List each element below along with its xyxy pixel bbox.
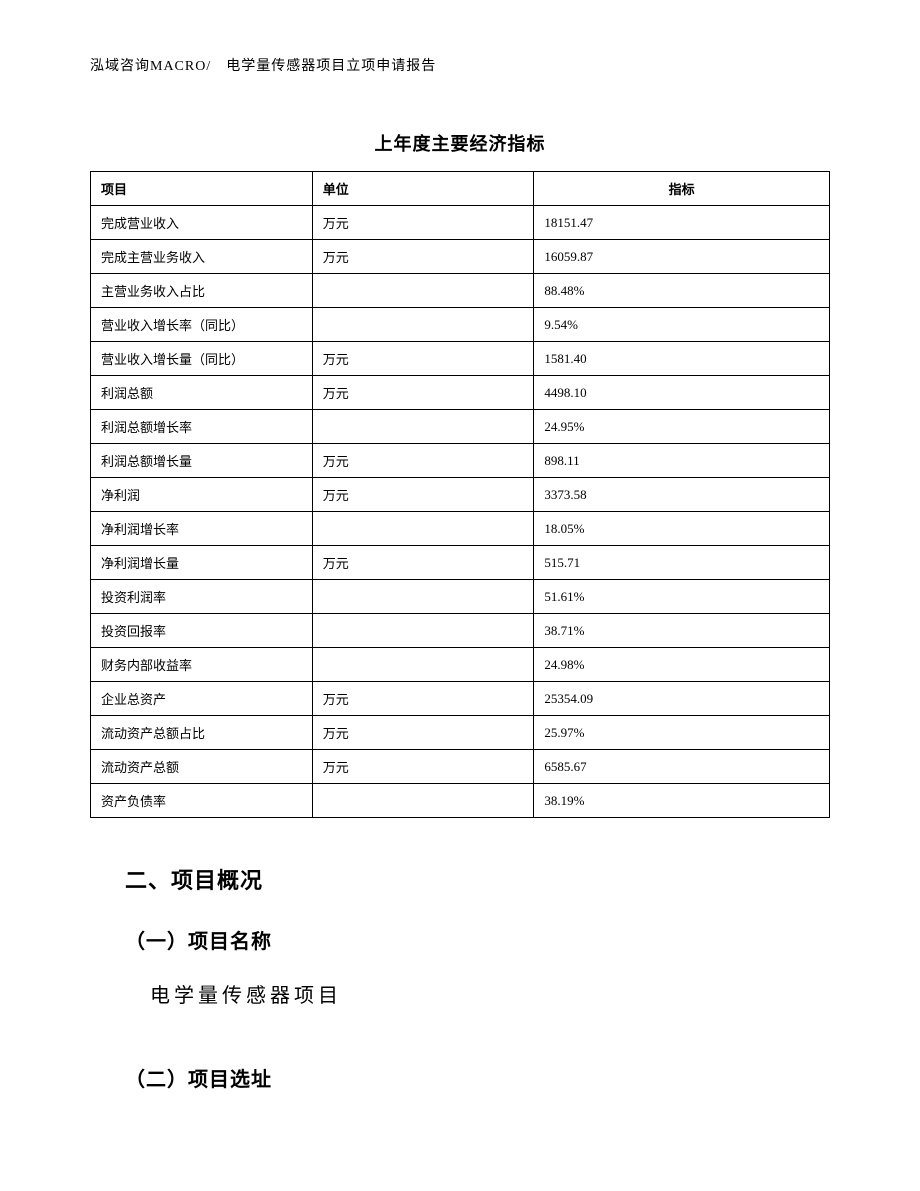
cell-value: 16059.87 (534, 240, 830, 274)
cell-item: 净利润增长量 (91, 546, 313, 580)
cell-unit (312, 784, 534, 818)
cell-unit: 万元 (312, 376, 534, 410)
table-title: 上年度主要经济指标 (90, 130, 830, 156)
table-row: 主营业务收入占比 88.48% (91, 274, 830, 308)
table-row: 流动资产总额占比 万元 25.97% (91, 716, 830, 750)
table-row: 利润总额增长率 24.95% (91, 410, 830, 444)
cell-item: 完成营业收入 (91, 206, 313, 240)
table-row: 流动资产总额 万元 6585.67 (91, 750, 830, 784)
cell-value: 24.95% (534, 410, 830, 444)
cell-value: 9.54% (534, 308, 830, 342)
cell-unit: 万元 (312, 716, 534, 750)
cell-item: 投资回报率 (91, 614, 313, 648)
cell-item: 完成主营业务收入 (91, 240, 313, 274)
cell-value: 38.71% (534, 614, 830, 648)
cell-item: 净利润增长率 (91, 512, 313, 546)
cell-unit: 万元 (312, 478, 534, 512)
table-row: 投资利润率 51.61% (91, 580, 830, 614)
subsection-heading-2-2: （二）项目选址 (125, 1063, 830, 1092)
cell-unit (312, 512, 534, 546)
column-header-value: 指标 (534, 172, 830, 206)
cell-item: 流动资产总额 (91, 750, 313, 784)
cell-item: 流动资产总额占比 (91, 716, 313, 750)
table-row: 净利润增长率 18.05% (91, 512, 830, 546)
cell-item: 利润总额增长率 (91, 410, 313, 444)
subsection-heading-2-1: （一）项目名称 (125, 925, 830, 954)
cell-value: 25354.09 (534, 682, 830, 716)
cell-item: 利润总额 (91, 376, 313, 410)
column-header-unit: 单位 (312, 172, 534, 206)
cell-unit: 万元 (312, 240, 534, 274)
economic-indicators-table: 项目 单位 指标 完成营业收入 万元 18151.47 完成主营业务收入 万元 … (90, 171, 830, 818)
cell-unit: 万元 (312, 682, 534, 716)
table-row: 投资回报率 38.71% (91, 614, 830, 648)
table-row: 利润总额 万元 4498.10 (91, 376, 830, 410)
cell-item: 财务内部收益率 (91, 648, 313, 682)
cell-unit: 万元 (312, 546, 534, 580)
cell-unit: 万元 (312, 206, 534, 240)
cell-unit (312, 614, 534, 648)
cell-item: 净利润 (91, 478, 313, 512)
project-name-text: 电学量传感器项目 (150, 979, 830, 1008)
cell-value: 4498.10 (534, 376, 830, 410)
table-row: 完成主营业务收入 万元 16059.87 (91, 240, 830, 274)
cell-unit (312, 308, 534, 342)
cell-item: 营业收入增长率（同比） (91, 308, 313, 342)
table-row: 营业收入增长率（同比） 9.54% (91, 308, 830, 342)
cell-value: 1581.40 (534, 342, 830, 376)
cell-item: 投资利润率 (91, 580, 313, 614)
cell-unit: 万元 (312, 342, 534, 376)
table-row: 净利润增长量 万元 515.71 (91, 546, 830, 580)
cell-item: 营业收入增长量（同比） (91, 342, 313, 376)
cell-item: 主营业务收入占比 (91, 274, 313, 308)
cell-unit (312, 648, 534, 682)
page-header: 泓域咨询MACRO/ 电学量传感器项目立项申请报告 (90, 55, 830, 75)
cell-value: 3373.58 (534, 478, 830, 512)
column-header-item: 项目 (91, 172, 313, 206)
table-row: 财务内部收益率 24.98% (91, 648, 830, 682)
cell-value: 88.48% (534, 274, 830, 308)
cell-value: 6585.67 (534, 750, 830, 784)
cell-value: 18.05% (534, 512, 830, 546)
table-row: 资产负债率 38.19% (91, 784, 830, 818)
cell-item: 企业总资产 (91, 682, 313, 716)
cell-item: 利润总额增长量 (91, 444, 313, 478)
cell-unit (312, 274, 534, 308)
cell-unit (312, 580, 534, 614)
cell-value: 18151.47 (534, 206, 830, 240)
cell-value: 25.97% (534, 716, 830, 750)
cell-value: 515.71 (534, 546, 830, 580)
cell-value: 24.98% (534, 648, 830, 682)
table-row: 利润总额增长量 万元 898.11 (91, 444, 830, 478)
table-row: 营业收入增长量（同比） 万元 1581.40 (91, 342, 830, 376)
cell-value: 38.19% (534, 784, 830, 818)
cell-unit: 万元 (312, 750, 534, 784)
table-row: 完成营业收入 万元 18151.47 (91, 206, 830, 240)
cell-unit: 万元 (312, 444, 534, 478)
table-row: 净利润 万元 3373.58 (91, 478, 830, 512)
table-header-row: 项目 单位 指标 (91, 172, 830, 206)
cell-value: 51.61% (534, 580, 830, 614)
cell-item: 资产负债率 (91, 784, 313, 818)
section-heading-2: 二、项目概况 (125, 863, 830, 895)
table-row: 企业总资产 万元 25354.09 (91, 682, 830, 716)
cell-value: 898.11 (534, 444, 830, 478)
cell-unit (312, 410, 534, 444)
